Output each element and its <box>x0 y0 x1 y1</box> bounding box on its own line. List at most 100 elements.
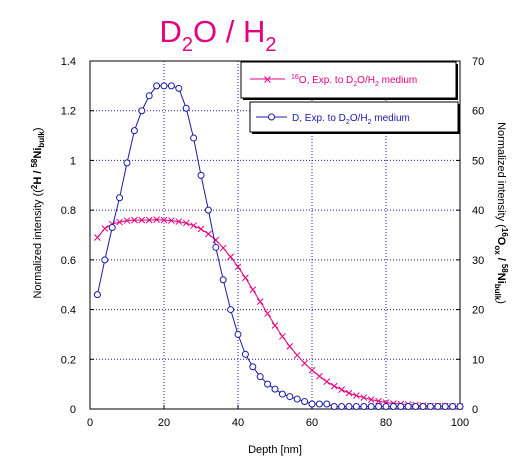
data-point-oxygen <box>301 359 308 367</box>
data-point-oxygen <box>182 219 190 227</box>
y-right-tick-label: 70 <box>472 56 484 68</box>
data-point-oxygen <box>153 216 160 223</box>
x-axis-label: Depth [nm] <box>248 444 302 456</box>
data-point-oxygen <box>367 396 375 403</box>
data-point-deuterium <box>352 403 360 411</box>
data-point-deuterium <box>190 134 198 142</box>
x-tick-label: 100 <box>451 417 469 429</box>
data-point-oxygen <box>101 225 109 232</box>
data-point-oxygen <box>308 366 316 374</box>
data-point-deuterium <box>419 403 427 411</box>
data-point-oxygen <box>131 216 138 224</box>
data-point-deuterium <box>308 400 316 408</box>
data-point-oxygen <box>116 218 123 226</box>
x-tick-label: 60 <box>306 417 318 429</box>
y-left-tick-label: 1.4 <box>61 56 76 68</box>
data-point-oxygen <box>227 253 234 261</box>
data-point-deuterium <box>323 400 331 408</box>
chart-title: D2O / H2 <box>160 14 277 56</box>
data-point-deuterium <box>404 403 412 411</box>
series-layer <box>93 82 464 411</box>
data-point-oxygen <box>145 216 153 224</box>
x-tick-label: 80 <box>380 417 392 429</box>
data-point-deuterium <box>197 171 205 179</box>
legend-deuterium-marker <box>268 113 275 121</box>
data-point-deuterium <box>456 403 464 411</box>
legend-deuterium-label: D, Exp. to D2O/H2 medium <box>292 113 410 126</box>
data-point-oxygen <box>271 322 279 329</box>
data-point-oxygen <box>360 394 368 401</box>
data-point-deuterium <box>449 403 457 411</box>
data-point-deuterium <box>330 403 338 411</box>
data-point-deuterium <box>389 403 397 411</box>
data-point-deuterium <box>123 159 131 167</box>
data-point-oxygen <box>197 225 205 233</box>
data-point-oxygen <box>123 217 131 224</box>
y-right-tick-label: 20 <box>472 305 484 317</box>
data-point-deuterium <box>219 276 227 284</box>
y-right-tick-labels: 0 10 20 30 40 50 60 70 <box>456 56 484 416</box>
data-point-oxygen <box>323 378 331 386</box>
data-point-deuterium <box>101 256 109 264</box>
data-point-deuterium <box>234 330 242 338</box>
data-point-deuterium <box>212 243 220 251</box>
data-point-deuterium <box>138 107 146 115</box>
data-point-deuterium <box>167 82 175 90</box>
y-right-tick-label: 60 <box>472 106 484 118</box>
data-point-deuterium <box>345 403 353 411</box>
y-right-tick-label: 0 <box>472 404 478 416</box>
data-point-deuterium <box>286 393 294 401</box>
data-point-oxygen <box>330 382 338 390</box>
series-line-oxygen <box>97 219 460 407</box>
data-point-deuterium <box>153 82 161 90</box>
data-point-oxygen <box>279 333 286 340</box>
data-point-oxygen <box>219 244 227 252</box>
data-point-deuterium <box>412 403 420 411</box>
data-point-deuterium <box>382 403 390 411</box>
y-left-axis-label: Normalized intensity ((2H / 58Nibulk) <box>30 127 46 298</box>
data-point-deuterium <box>367 403 375 411</box>
data-point-deuterium <box>175 84 183 92</box>
data-point-deuterium <box>293 395 301 403</box>
x-tick-label: 40 <box>232 417 244 429</box>
data-point-oxygen <box>375 397 382 405</box>
data-point-oxygen <box>190 222 197 229</box>
data-point-deuterium <box>278 390 286 398</box>
plot-frame <box>89 60 461 410</box>
x-tick-label: 20 <box>158 417 170 429</box>
data-point-deuterium <box>397 403 405 411</box>
data-point-oxygen <box>205 230 212 238</box>
y-right-axis-label: Normalized intensity (16Oox / 58Nibulk) <box>493 122 509 304</box>
data-point-oxygen <box>242 274 249 282</box>
y-right-tick-label: 10 <box>472 354 484 366</box>
data-point-oxygen <box>353 392 360 399</box>
data-point-deuterium <box>249 363 257 371</box>
y-left-tick-label: 1.2 <box>61 106 76 118</box>
data-point-deuterium <box>241 350 249 358</box>
data-point-oxygen <box>286 343 294 350</box>
data-point-deuterium <box>116 194 124 202</box>
y-left-tick-label: 0.4 <box>61 305 76 317</box>
y-left-tick-label: 0.2 <box>61 354 76 366</box>
data-point-deuterium <box>375 403 383 411</box>
data-point-oxygen <box>234 263 242 271</box>
data-point-deuterium <box>130 127 138 135</box>
y-left-tick-label: 1 <box>70 155 76 167</box>
data-point-oxygen <box>345 389 353 397</box>
data-point-deuterium <box>441 403 449 411</box>
data-point-oxygen <box>168 217 175 224</box>
data-point-deuterium <box>160 82 168 90</box>
data-point-deuterium <box>301 398 309 406</box>
legend-oxygen-label: 16O, Exp. to D2O/H2 medium <box>291 74 417 88</box>
legend-deuterium: D, Exp. to D2O/H2 medium <box>249 101 460 134</box>
data-point-deuterium <box>182 104 190 112</box>
data-point-deuterium <box>93 291 101 299</box>
data-point-deuterium <box>227 306 235 314</box>
data-point-oxygen <box>293 351 301 359</box>
data-point-oxygen <box>160 216 168 224</box>
x-tick-label: 0 <box>87 417 93 429</box>
y-left-tick-label: 0.6 <box>61 255 76 267</box>
data-point-oxygen <box>94 234 101 241</box>
legend-oxygen: 16O, Exp. to D2O/H2 medium <box>240 61 458 100</box>
